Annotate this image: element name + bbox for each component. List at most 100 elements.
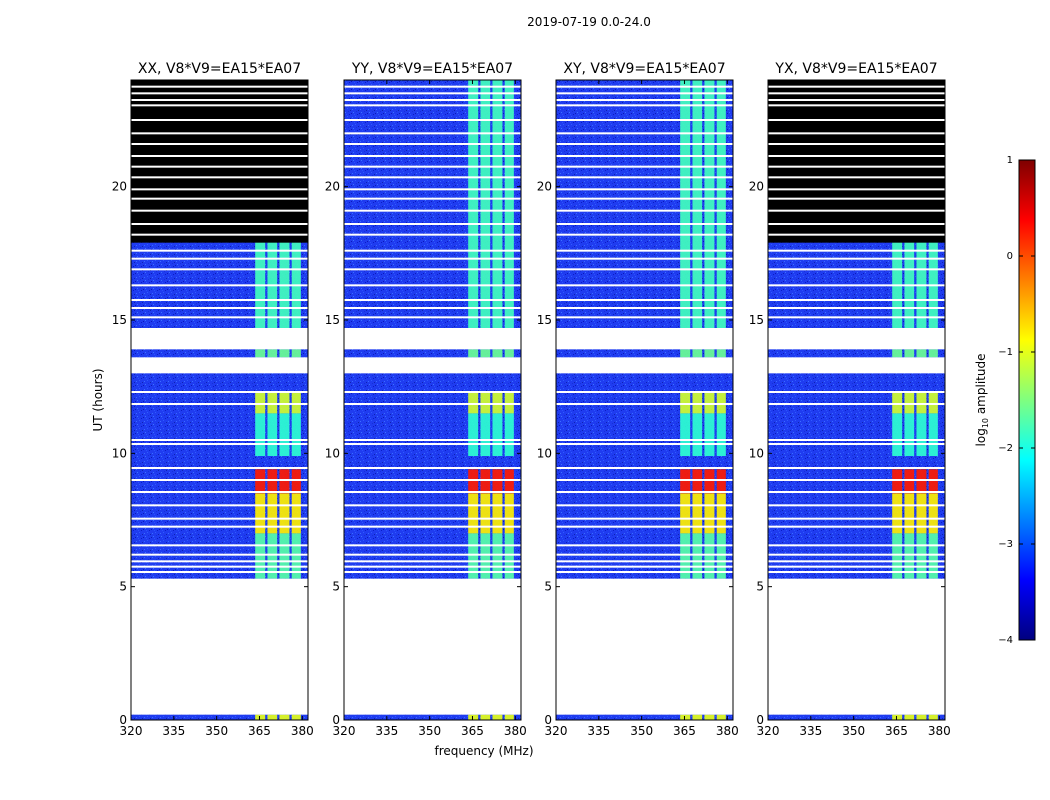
- flag-stripe: [131, 176, 308, 179]
- flag-stripe: [344, 284, 521, 287]
- rfi-block: [892, 533, 903, 579]
- flag-stripe: [344, 316, 521, 319]
- flag-stripe: [556, 517, 733, 520]
- x-tick-label: 335: [799, 724, 822, 738]
- flag-stripe: [131, 257, 308, 260]
- flag-stripe: [344, 553, 521, 556]
- rfi-block: [279, 392, 290, 414]
- flagged-region: [131, 80, 308, 243]
- x-tick-label: 320: [333, 724, 356, 738]
- flag-stripe: [556, 176, 733, 179]
- rfi-block: [716, 493, 726, 534]
- flagged-gap: [768, 357, 945, 374]
- flag-stripe: [556, 165, 733, 168]
- flag-stripe: [344, 104, 521, 107]
- flag-stripe: [768, 209, 945, 212]
- panel-title: XY, V8*V9=EA15*EA07: [563, 61, 725, 77]
- y-tick-label: 0: [756, 713, 764, 727]
- flag-stripe: [556, 403, 733, 405]
- flag-stripe: [556, 188, 733, 191]
- rfi-block: [692, 493, 703, 534]
- flag-stripe: [344, 391, 521, 393]
- flag-stripe: [556, 119, 733, 121]
- rfi-block: [692, 469, 703, 494]
- rfi-block: [480, 349, 491, 358]
- rfi-block: [680, 469, 691, 494]
- flag-stripe: [556, 143, 733, 145]
- x-axis-label: frequency (MHz): [434, 744, 533, 758]
- flag-stripe: [131, 560, 308, 563]
- y-tick-label: 10: [112, 446, 127, 460]
- flag-stripe: [556, 223, 733, 225]
- rfi-block: [716, 714, 726, 720]
- flag-stripe: [131, 544, 308, 547]
- rfi-block: [680, 533, 691, 579]
- y-tick-label: 20: [749, 180, 764, 194]
- rfi-block: [291, 493, 301, 534]
- panel-title: XX, V8*V9=EA15*EA07: [138, 61, 301, 77]
- x-tick-label: 380: [716, 724, 739, 738]
- rfi-block: [279, 413, 290, 456]
- rfi-block: [468, 349, 479, 358]
- rfi-block: [704, 413, 715, 456]
- flag-stripe: [344, 439, 521, 441]
- rfi-block: [692, 392, 703, 414]
- flag-stripe: [344, 85, 521, 88]
- y-tick-label: 10: [749, 446, 764, 460]
- rfi-block: [680, 80, 691, 328]
- x-tick-label: 320: [545, 724, 568, 738]
- flagged-gap: [768, 578, 945, 715]
- rfi-block: [291, 413, 301, 456]
- flag-stripe: [768, 560, 945, 563]
- flag-stripe: [556, 439, 733, 441]
- x-tick-label: 365: [248, 724, 271, 738]
- rfi-block: [504, 469, 514, 494]
- colorbar-tick-label: 0: [1007, 251, 1013, 262]
- flag-stripe: [131, 233, 308, 236]
- rfi-block: [692, 80, 703, 328]
- rfi-block: [504, 392, 514, 414]
- rfi-block: [704, 392, 715, 414]
- rfi-block: [704, 493, 715, 534]
- flag-stripe: [556, 560, 733, 563]
- rfi-block: [504, 493, 514, 534]
- rfi-block: [904, 413, 915, 456]
- flag-stripe: [556, 299, 733, 301]
- y-tick-label: 20: [112, 180, 127, 194]
- flag-stripe: [131, 92, 308, 95]
- flag-stripe: [556, 233, 733, 236]
- rfi-block: [492, 469, 503, 494]
- y-tick-label: 10: [537, 446, 552, 460]
- rfi-block: [704, 349, 715, 358]
- flag-stripe: [556, 491, 733, 493]
- rfi-block: [255, 493, 266, 534]
- flag-stripe: [131, 249, 308, 252]
- y-tick-label: 5: [544, 580, 552, 594]
- rfi-block: [704, 533, 715, 579]
- rfi-block: [492, 349, 503, 358]
- flag-stripe: [768, 85, 945, 88]
- x-tick-label: 380: [504, 724, 527, 738]
- rfi-block: [704, 80, 715, 328]
- flag-stripe: [768, 176, 945, 179]
- flag-stripe: [556, 443, 733, 445]
- rfi-block: [692, 533, 703, 579]
- flag-stripe: [131, 403, 308, 405]
- rfi-block: [692, 413, 703, 456]
- flag-stripe: [344, 165, 521, 168]
- flag-stripe: [768, 119, 945, 121]
- flag-stripe: [344, 268, 521, 271]
- flagged-gap: [556, 357, 733, 374]
- y-tick-label: 10: [325, 446, 340, 460]
- panels-layer: XX, V8*V9=EA15*EA07 320 335 350 365 380 0 5 10 15…: [112, 61, 951, 738]
- rfi-block: [480, 714, 491, 720]
- flag-stripe: [768, 165, 945, 168]
- flag-stripe: [344, 560, 521, 563]
- rfi-block: [504, 714, 514, 720]
- rfi-block: [904, 714, 915, 720]
- rfi-block: [916, 493, 927, 534]
- flag-stripe: [768, 104, 945, 107]
- flag-stripe: [556, 553, 733, 556]
- flag-stripe: [131, 391, 308, 393]
- rfi-block: [480, 493, 491, 534]
